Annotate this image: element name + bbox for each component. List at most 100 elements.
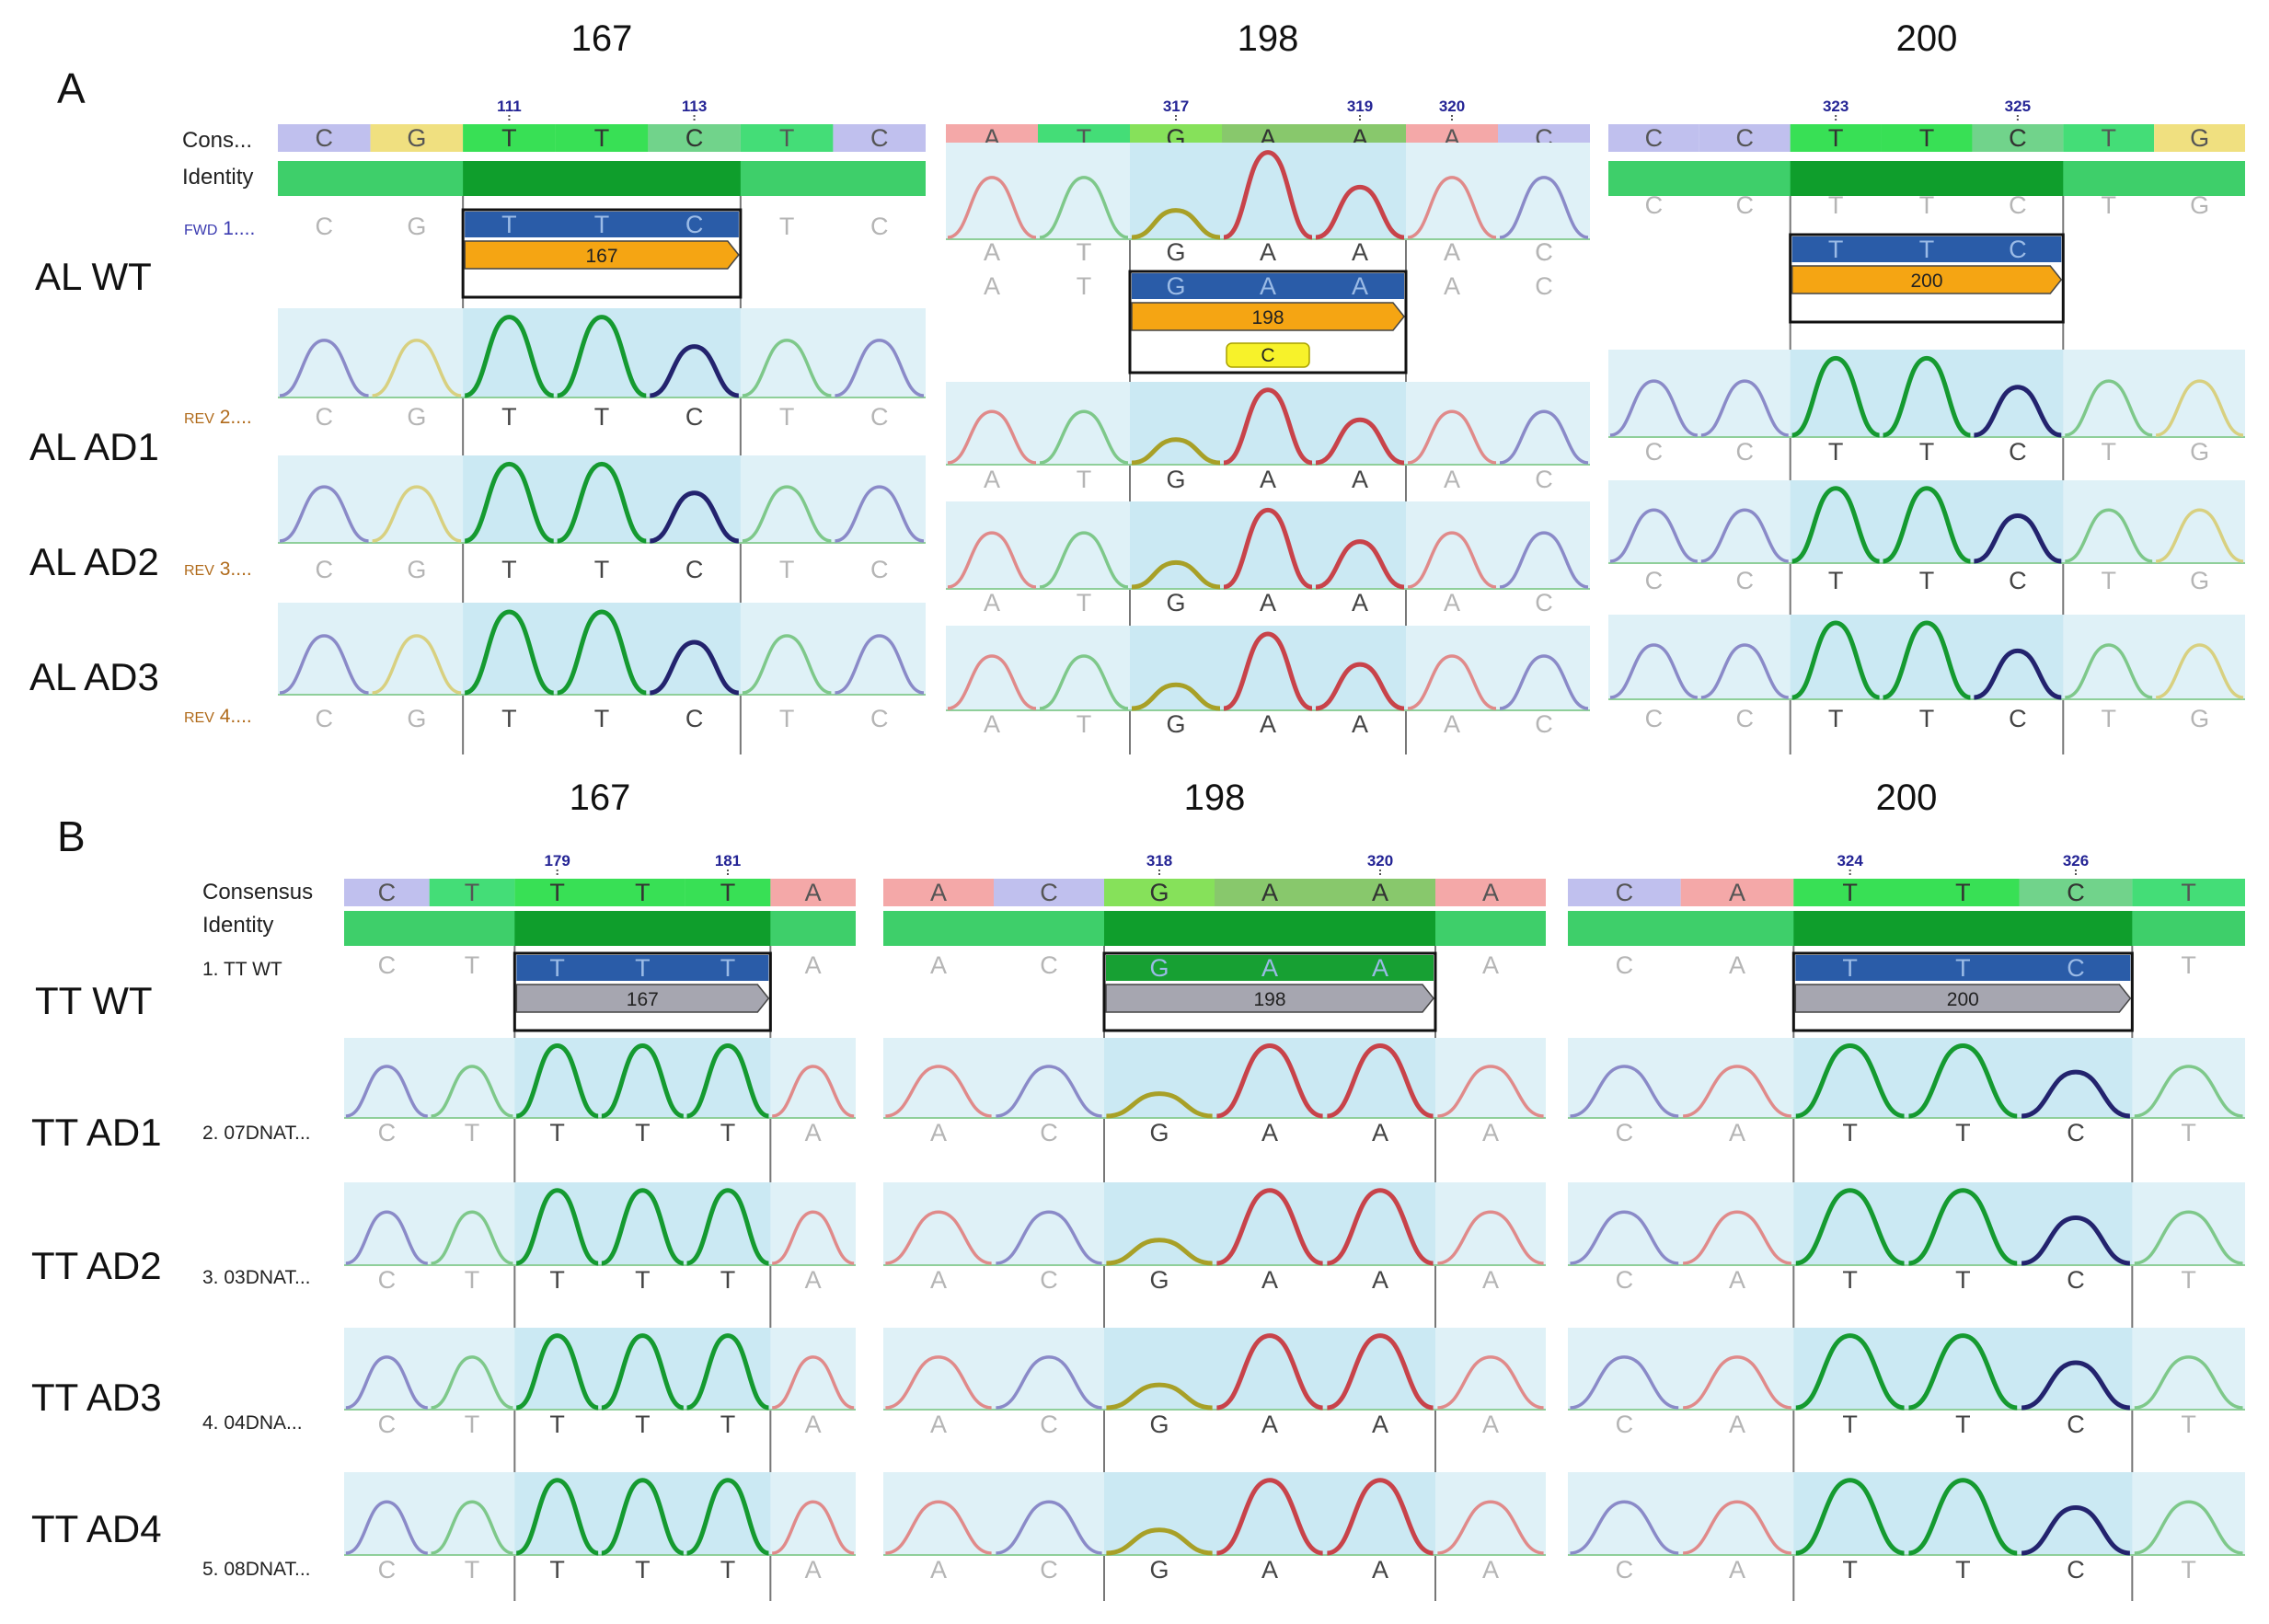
gene-bar <box>1106 955 1434 981</box>
read-base: A <box>1729 1266 1745 1294</box>
read-base: G <box>407 705 426 732</box>
read-base: G <box>1166 710 1185 738</box>
read-base: G <box>1149 1266 1169 1294</box>
read-base: T <box>594 403 610 431</box>
consensus-base: A <box>805 879 822 906</box>
trace-bg-highlight <box>1130 143 1406 239</box>
trace-peak <box>1437 1355 1544 1410</box>
trace-peak <box>1609 508 1699 563</box>
annotation-arrow <box>1791 265 2063 294</box>
row-label-a1: AL WT <box>35 255 152 298</box>
read-base: T <box>2101 438 2116 466</box>
read-base: T <box>2181 1266 2196 1294</box>
trace-peak <box>1223 387 1313 466</box>
read-base: T <box>1077 710 1092 738</box>
trace-peak <box>649 344 740 398</box>
read-base: T <box>1077 589 1092 616</box>
read-base: C <box>378 1266 397 1294</box>
trace-peak <box>1039 409 1129 465</box>
gene-base: T <box>720 954 736 982</box>
trace-peak <box>1215 1478 1324 1556</box>
consensus-base: A <box>1729 879 1745 906</box>
consensus-base-strong: T <box>501 124 517 152</box>
read-base: C <box>1645 191 1664 219</box>
row-label-b4: TT AD3 <box>31 1376 162 1419</box>
gene-bar <box>516 955 769 981</box>
read-base: A <box>1444 272 1460 300</box>
read-base: A <box>984 466 1000 493</box>
read-base: A <box>1261 1411 1278 1438</box>
trace-peak <box>2134 1210 2243 1265</box>
trace-peak <box>771 1210 855 1265</box>
trace-peak <box>947 531 1037 589</box>
trace-peak <box>771 1500 855 1555</box>
trace-peak <box>601 1188 685 1266</box>
read-base: A <box>930 951 947 979</box>
read-base: T <box>1919 438 1935 466</box>
consensus-base: A <box>1482 879 1499 906</box>
trace-peak <box>1131 208 1221 240</box>
read-base: T <box>1828 438 1844 466</box>
trace-peak <box>431 1355 513 1410</box>
trace-peak <box>1326 1042 1434 1119</box>
trace-peak <box>1499 409 1589 465</box>
consensus-cell <box>1608 124 1699 152</box>
read-base: A <box>984 272 1000 300</box>
track-label-a4: REV 4.... <box>184 706 252 727</box>
trace-peak <box>1907 1478 2018 1556</box>
read-base: C <box>1616 1411 1634 1438</box>
consensus-cell <box>278 124 371 152</box>
read-base: A <box>1352 466 1368 493</box>
trace-peak <box>2064 508 2153 563</box>
read-base: G <box>2190 438 2209 466</box>
trace-peak <box>2155 379 2244 437</box>
consensus-base-strong: T <box>549 879 565 906</box>
read-base: C <box>1736 438 1755 466</box>
consensus-highlight <box>1793 879 2133 906</box>
identity-highlight <box>1793 911 2133 946</box>
trace-peak <box>742 634 832 695</box>
position-number: 181 <box>715 852 741 870</box>
consensus-cell <box>994 879 1104 906</box>
consensus-base-strong: T <box>635 879 651 906</box>
gene-base: C <box>2009 236 2027 263</box>
read-base: T <box>465 1411 480 1438</box>
trace-peak <box>1882 620 1972 700</box>
read-base: C <box>1040 951 1058 979</box>
consensus-cell <box>2063 124 2155 152</box>
read-base: T <box>1919 191 1935 219</box>
consensus-highlight <box>463 124 741 152</box>
read-base: T <box>1828 705 1844 732</box>
read-base: C <box>2067 1411 2085 1438</box>
gene-bar <box>465 212 739 237</box>
trace-peak <box>2021 1215 2131 1266</box>
read-base: T <box>1842 1119 1858 1146</box>
trace-bg-highlight <box>463 308 741 397</box>
trace-peak <box>1570 1065 1679 1118</box>
consensus-cell <box>740 124 834 152</box>
trace-peak <box>685 1478 770 1556</box>
trace-peak <box>885 1210 992 1265</box>
trace-peak <box>1437 1065 1544 1118</box>
trace-peak <box>279 339 369 397</box>
consensus-base: T <box>465 879 480 906</box>
read-base: T <box>1955 1556 1971 1584</box>
trace-peak <box>1326 1188 1434 1266</box>
read-base: C <box>1535 238 1553 266</box>
read-base: A <box>1444 238 1460 266</box>
trace-peak <box>1700 379 1790 437</box>
annotation-label: 167 <box>627 989 659 1010</box>
read-base: G <box>2190 191 2209 219</box>
position-number: 324 <box>1837 852 1863 870</box>
trace-peak <box>1499 176 1589 239</box>
gene-base: G <box>1166 272 1185 300</box>
track-label-a2: REV 2.... <box>184 407 252 428</box>
position-number: 318 <box>1146 852 1172 870</box>
read-base: T <box>1828 567 1844 594</box>
trace-peak <box>1223 507 1313 590</box>
trace-peak <box>1437 1210 1544 1265</box>
trace-peak <box>996 1210 1102 1265</box>
read-base: T <box>465 951 480 979</box>
read-base: A <box>1482 1411 1499 1438</box>
consensus-cell <box>344 879 430 906</box>
